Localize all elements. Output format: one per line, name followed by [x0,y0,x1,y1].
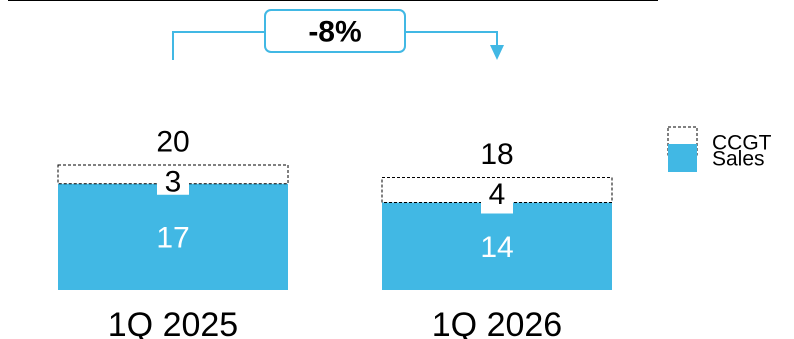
legend-label-ccgt: CCGT [712,132,772,155]
total-label-0: 20 [156,126,189,159]
bar-sales-1 [382,202,612,290]
total-label-1: 18 [480,138,513,171]
category-label-0: 1Q 2025 [108,306,238,339]
bar-sales-0 [58,183,288,290]
ccgt-label-background-1 [481,178,513,214]
category-label-1: 1Q 2026 [432,306,562,339]
legend-label-sales: Sales [712,148,765,171]
change-badge [264,9,406,53]
ccgt-value-label-1: 4 [489,178,506,211]
legend-swatch-sales [668,144,697,172]
bar-labels: 20 3 17 1Q 2025 18 4 14 1Q 2026 [108,126,562,339]
change-indicator: -8% [172,9,504,60]
sales-value-label-0: 17 [156,221,189,254]
change-badge-label: -8% [308,16,361,49]
ccgt-value-label-0: 3 [165,166,182,199]
sales-value-label-1: 14 [480,231,513,264]
ccgt-label-background-0 [157,166,189,195]
bars [57,164,613,290]
change-arrowhead [490,45,504,60]
legend: CCGT Sales [667,126,772,172]
